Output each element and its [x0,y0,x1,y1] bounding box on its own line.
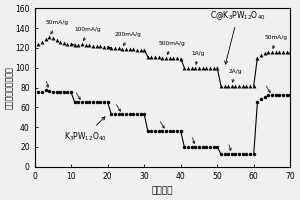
X-axis label: 循环次数: 循环次数 [152,186,173,195]
Text: 50mA/g: 50mA/g [265,35,288,48]
Text: K$_3$PW$_{12}$O$_{40}$: K$_3$PW$_{12}$O$_{40}$ [64,117,106,143]
Text: 100mA/g: 100mA/g [75,27,101,41]
Text: 200mA/g: 200mA/g [115,32,142,46]
Text: 2A/g: 2A/g [228,69,242,82]
Text: 500mA/g: 500mA/g [159,41,185,55]
Text: 50mA/g: 50mA/g [46,20,69,34]
Text: 1A/g: 1A/g [192,51,205,64]
Text: C@K$_3$PW$_{12}$O$_{40}$: C@K$_3$PW$_{12}$O$_{40}$ [210,9,266,64]
Y-axis label: 容量（毫安时／克）: 容量（毫安时／克） [5,66,14,109]
